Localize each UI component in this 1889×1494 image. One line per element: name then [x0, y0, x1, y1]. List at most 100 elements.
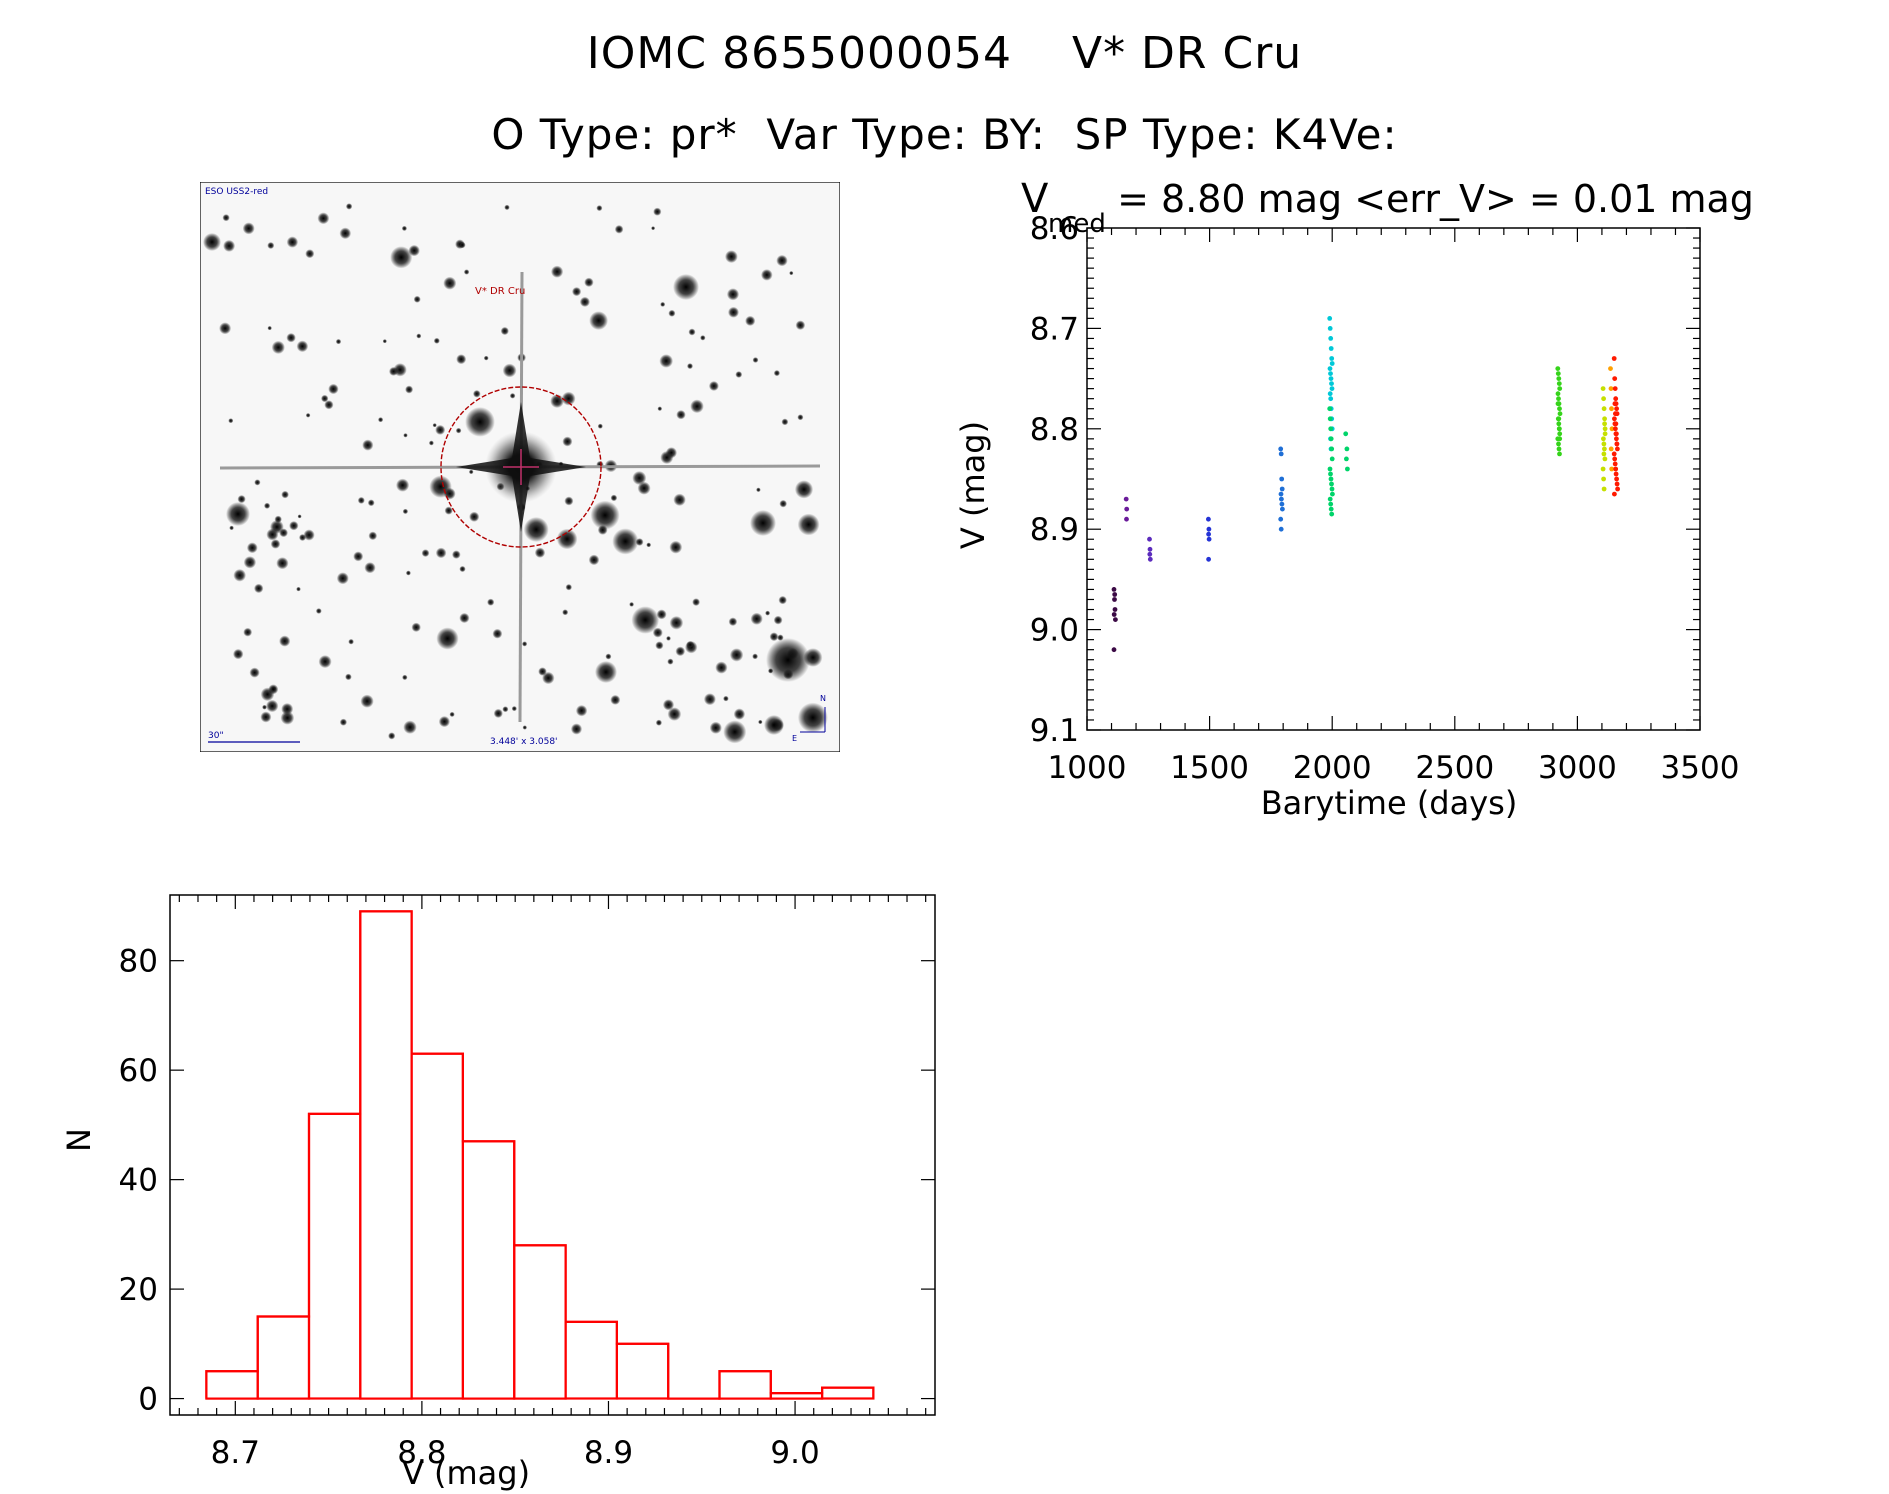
- sky-star: [522, 725, 527, 730]
- histogram-y-tick-label: 60: [119, 1053, 158, 1089]
- sky-star: [561, 391, 576, 406]
- sky-star: [564, 496, 574, 506]
- sky-star: [268, 684, 279, 695]
- sky-star: [570, 723, 583, 735]
- sky-star: [339, 718, 347, 726]
- sky-star: [274, 515, 282, 523]
- light-curve-point: [1608, 366, 1613, 371]
- sky-star: [776, 254, 788, 267]
- light-curve-point: [1328, 376, 1334, 381]
- sky-star: [715, 661, 728, 674]
- light-curve-point: [1556, 441, 1561, 447]
- light-curve-point: [1327, 466, 1333, 472]
- light-curve-point: [1613, 466, 1619, 472]
- sky-star: [667, 707, 682, 721]
- sky-star: [286, 333, 296, 343]
- sky-star: [752, 357, 759, 363]
- light-curve-y-tick-label: 9.1: [1030, 713, 1079, 749]
- light-curve-point: [1613, 421, 1619, 427]
- sky-star: [429, 475, 452, 498]
- histogram-y-tick-label: 80: [119, 944, 158, 980]
- sky-star: [254, 583, 264, 594]
- light-curve-frame: [1086, 227, 1701, 731]
- light-curve-point: [1611, 451, 1617, 457]
- sky-star: [432, 423, 437, 428]
- sky-star: [667, 658, 674, 665]
- sky-star: [735, 371, 743, 378]
- sky-star: [723, 695, 729, 702]
- sky-star-bright: [750, 510, 776, 536]
- light-curve-point: [1613, 411, 1618, 417]
- light-curve-point: [1328, 396, 1334, 402]
- light-curve-point: [1278, 516, 1284, 522]
- light-curve-point: [1147, 536, 1152, 542]
- sky-star: [266, 699, 279, 713]
- sky-star-bright: [226, 502, 250, 526]
- light-curve-y-tick-label: 8.8: [1030, 412, 1079, 448]
- sky-star: [551, 265, 564, 278]
- sky-star: [765, 610, 771, 616]
- light-curve-point: [1328, 506, 1334, 512]
- sky-star: [267, 325, 272, 331]
- light-curve-point: [1328, 501, 1334, 507]
- fov-label: 3.448' x 3.058': [490, 737, 558, 747]
- sky-star: [459, 241, 466, 249]
- sky-star: [637, 481, 651, 495]
- light-curve-point: [1609, 426, 1615, 432]
- histogram-y-tick-label: 0: [138, 1382, 158, 1418]
- sky-star: [502, 363, 517, 378]
- sky-star: [659, 354, 673, 368]
- light-curve-point: [1329, 511, 1335, 517]
- histogram-bar: [410, 1052, 465, 1400]
- sky-star: [421, 549, 430, 557]
- sky-star: [413, 295, 421, 303]
- sky-star: [614, 225, 624, 234]
- sky-star: [779, 499, 787, 508]
- sky-star: [243, 556, 257, 569]
- light-curve-point: [1600, 386, 1606, 391]
- light-curve-point: [1614, 441, 1620, 447]
- light-curve-point: [1112, 592, 1118, 597]
- sky-star: [690, 399, 704, 414]
- histogram-x-tick-label: 9.0: [770, 1435, 819, 1471]
- sky-star: [703, 693, 716, 706]
- sky-star: [443, 276, 457, 290]
- sky-star: [596, 205, 603, 212]
- sky-star: [353, 551, 364, 562]
- sky-star: [315, 608, 322, 614]
- figure-title: IOMC 8655000054 V* DR Cru: [586, 28, 1303, 79]
- light-curve-point: [1328, 476, 1334, 482]
- histogram-bar: [820, 1386, 875, 1400]
- histogram-x-tick-label: 8.7: [211, 1435, 260, 1471]
- sky-star-bright: [764, 715, 784, 735]
- sky-star: [428, 440, 434, 446]
- sky-star: [452, 550, 461, 559]
- sky-star-field: [203, 203, 828, 744]
- sky-star: [367, 499, 375, 507]
- sky-star: [469, 511, 480, 522]
- figure-subtitle: O Type: pr* Var Type: BY: SP Type: K4Ve:: [491, 110, 1398, 159]
- light-curve-point: [1279, 496, 1284, 502]
- sky-star: [403, 720, 417, 734]
- light-curve-point: [1329, 386, 1335, 391]
- sky-star-bright: [766, 638, 810, 682]
- light-curve-point: [1557, 436, 1563, 442]
- histogram-x-label: V (mag): [402, 1454, 530, 1492]
- sky-star: [305, 249, 315, 259]
- light-curve-point: [1327, 366, 1333, 371]
- light-curve-point: [1601, 436, 1606, 442]
- histogram-bar: [615, 1342, 670, 1400]
- sky-star: [656, 609, 667, 620]
- light-curve-y-tick-label: 8.7: [1030, 311, 1079, 347]
- sky-star: [254, 479, 261, 486]
- sky-star: [267, 242, 275, 249]
- light-curve-point: [1615, 446, 1620, 452]
- sky-star: [773, 370, 781, 377]
- sky-star: [756, 487, 761, 493]
- sky-star: [345, 673, 352, 681]
- light-curve-point: [1556, 396, 1561, 402]
- sky-star: [692, 598, 700, 606]
- light-curve-point: [1328, 436, 1334, 442]
- light-curve-y-tick-label: 8.6: [1030, 211, 1079, 247]
- light-curve-point: [1329, 381, 1334, 386]
